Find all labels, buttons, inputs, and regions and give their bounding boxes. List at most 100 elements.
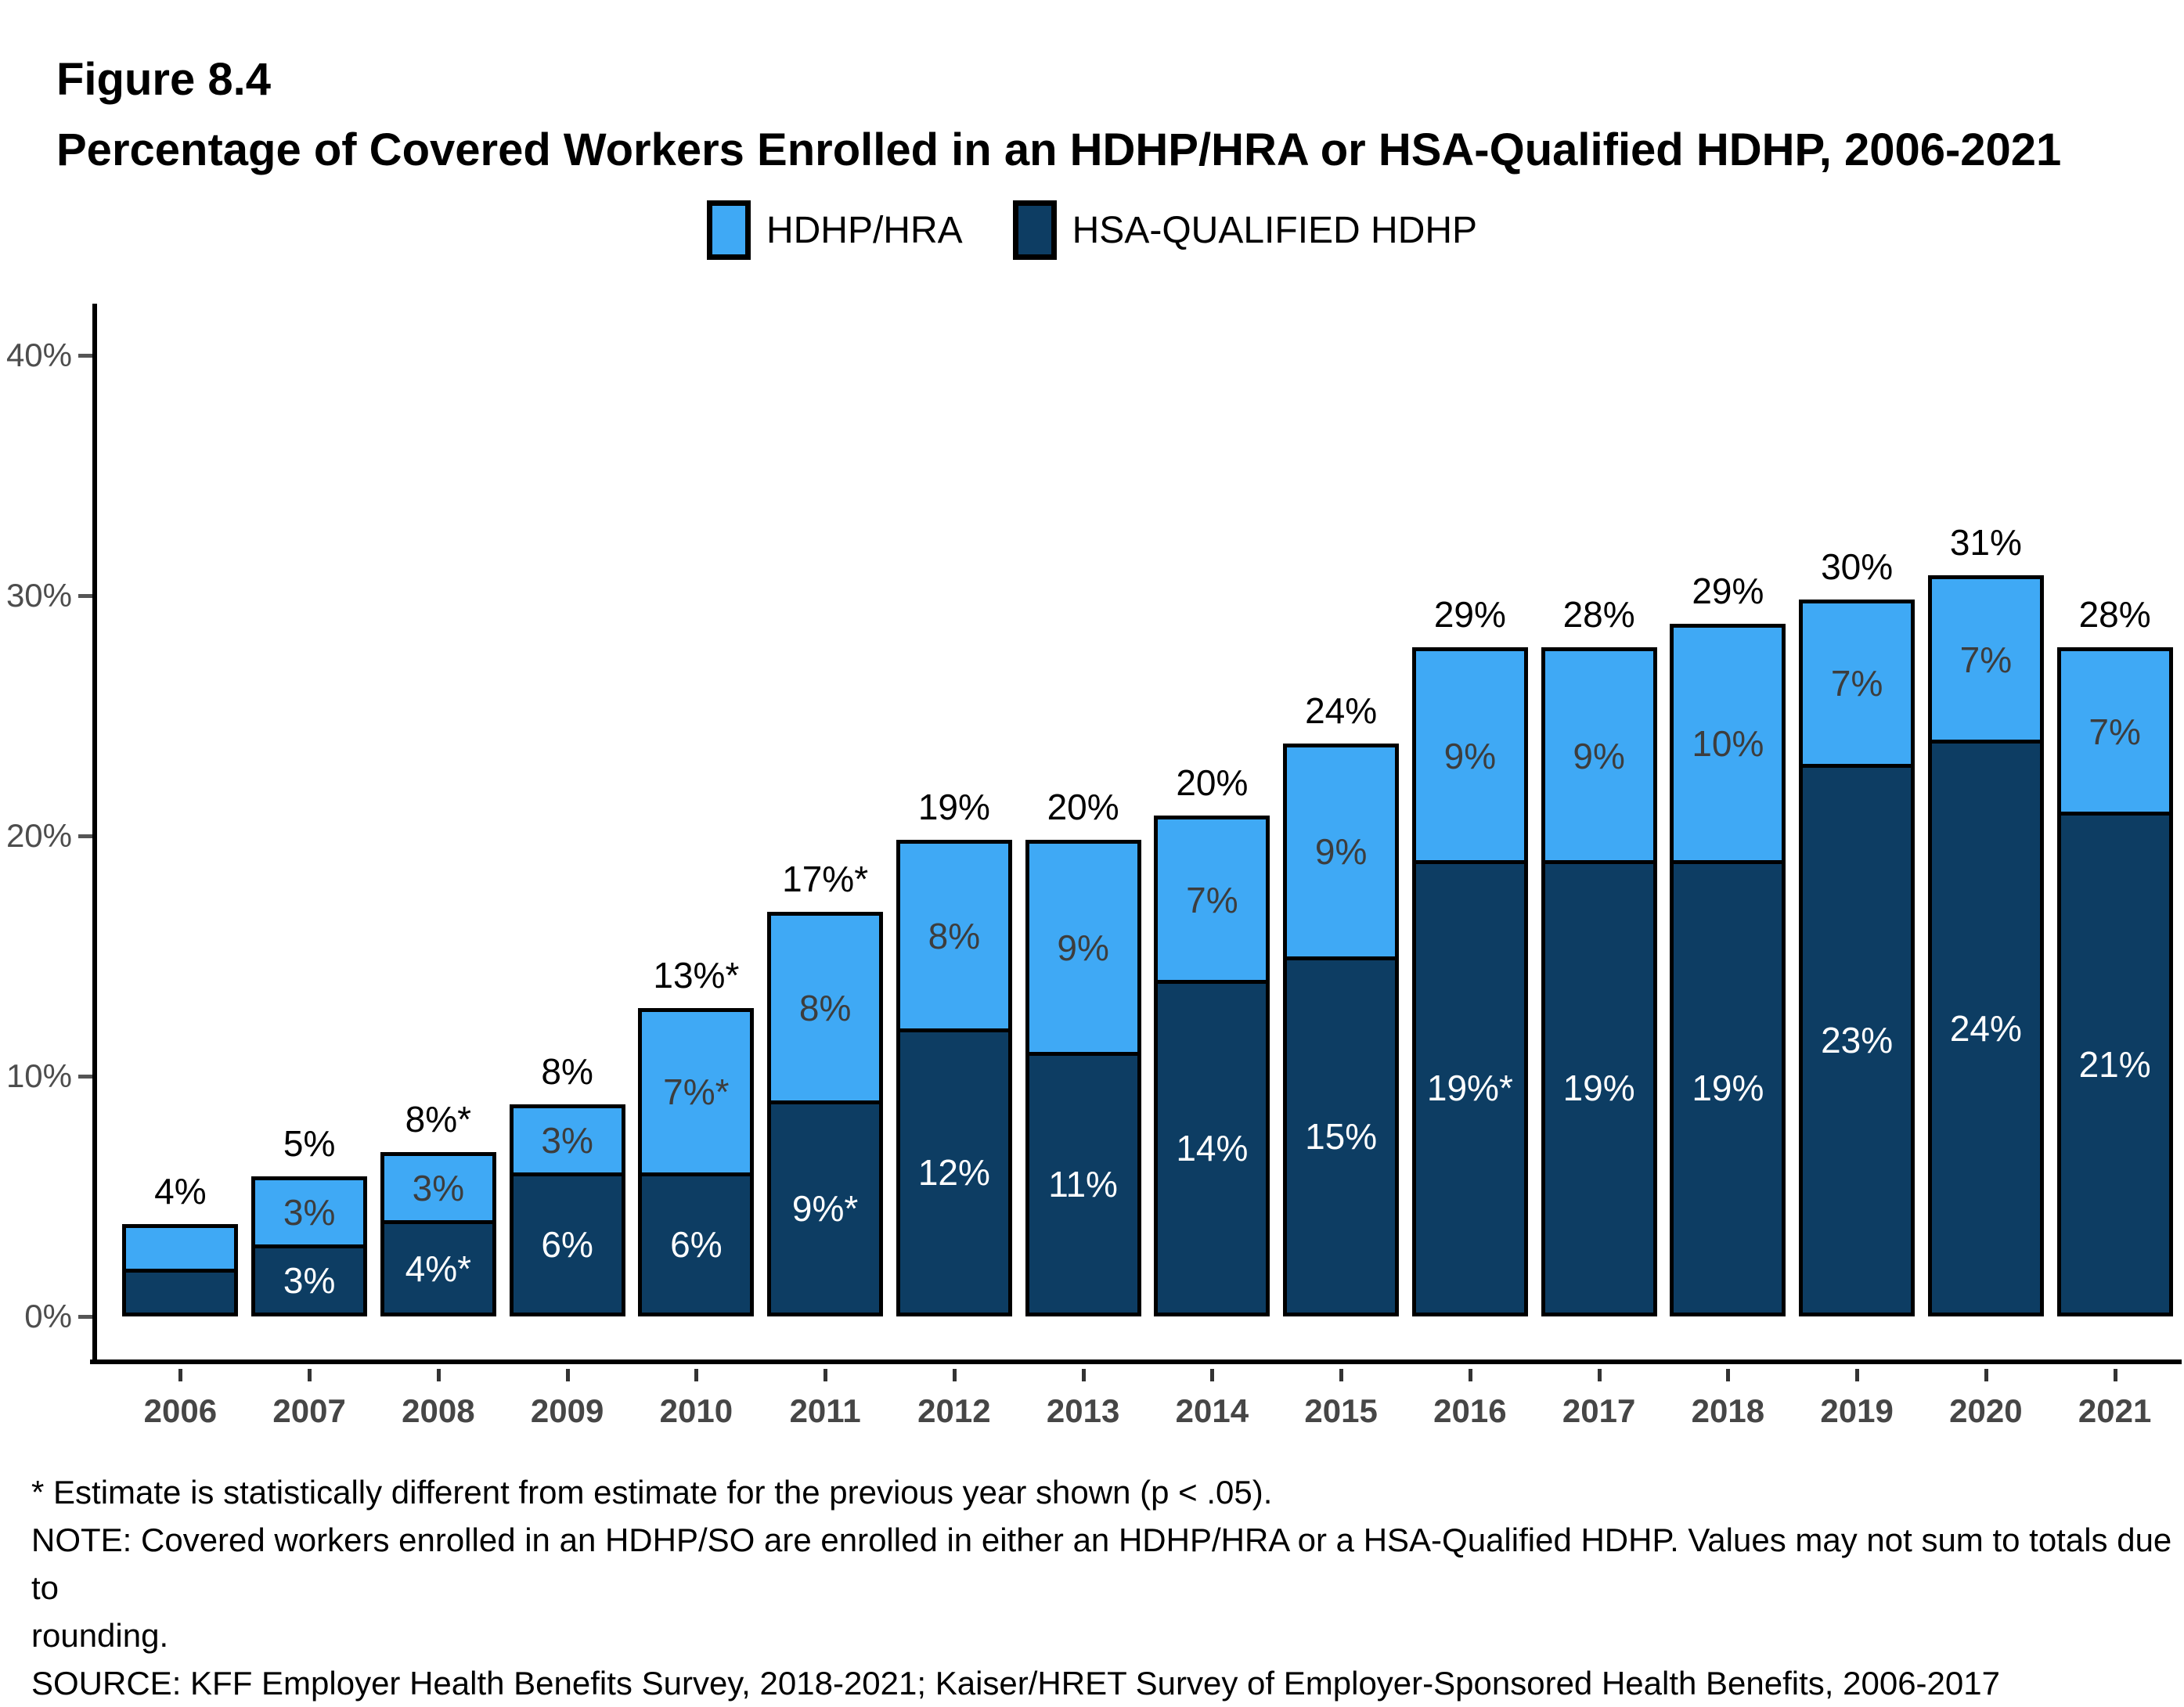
bar-total-label: 28% [2078, 594, 2151, 636]
bar-total-label: 5% [283, 1122, 336, 1164]
hdhp-hra-segment: 9% [1283, 744, 1400, 960]
stacked-bar: 8% 12% [896, 840, 1012, 1316]
legend: HDHP/HRA HSA-QUALIFIED HDHP [0, 200, 2184, 260]
bar-column-2016: 29% 9% 19%* 2016 [1406, 304, 1535, 1429]
hsa-qualified-segment: 19% [1541, 859, 1657, 1316]
hsa-qualified-segment-label: 4%* [405, 1248, 472, 1289]
hsa-qualified-segment: 6% [509, 1172, 625, 1316]
hsa-qualified-segment: 4%* [380, 1220, 496, 1316]
bar-column-2012: 19% 8% 12% 2012 [890, 304, 1019, 1429]
hdhp-hra-segment-label: 3% [541, 1119, 593, 1161]
bar-column-2021: 28% 7% 21% 2021 [2050, 304, 2179, 1429]
hsa-qualified-segment [122, 1268, 239, 1316]
year-label: 2020 [1949, 1392, 2023, 1429]
x-axis-tick [565, 1369, 570, 1381]
hsa-qualified-segment: 3% [251, 1244, 368, 1316]
legend-label-hdhp-hra: HDHP/HRA [766, 209, 963, 251]
stacked-bar: 3% 3% [251, 1176, 368, 1316]
stacked-bar: 9% 19% [1541, 647, 1657, 1316]
hdhp-hra-segment: 9% [1411, 647, 1528, 864]
bar-total-label: 29% [1692, 570, 1764, 611]
hdhp-hra-segment-label: 3% [283, 1191, 336, 1233]
hdhp-hra-segment: 9% [1025, 840, 1141, 1057]
year-label: 2019 [1820, 1392, 1894, 1429]
hsa-qualified-segment-label: 15% [1305, 1115, 1378, 1157]
bar-column-2007: 5% 3% 3% 2007 [245, 304, 374, 1429]
bar-columns: 4% 2006 5% 3% 3% 2007 8%* 3% [97, 304, 2179, 1429]
hdhp-hra-segment-label: 8% [798, 987, 852, 1028]
bar-total-label: 20% [1176, 762, 1249, 804]
bar-column-2010: 13%* 7%* 6% 2010 [632, 304, 761, 1429]
x-axis-tick [1597, 1369, 1602, 1381]
stacked-bar: 9% 11% [1025, 840, 1141, 1316]
hsa-qualified-segment: 23% [1799, 763, 1916, 1316]
hdhp-hra-segment: 7% [1799, 600, 1916, 768]
figure-number: Figure 8.4 [56, 54, 271, 105]
y-tick-30% [78, 594, 92, 598]
stacked-bar: 7% 23% [1799, 600, 1916, 1316]
y-tick-label-10%: 10% [5, 1057, 72, 1094]
bar-column-2020: 31% 7% 24% 2020 [1922, 304, 2051, 1429]
hsa-qualified-segment-label: 11% [1048, 1164, 1118, 1205]
bar-total-label: 17%* [782, 859, 869, 900]
stacked-bar: 7% 14% [1154, 816, 1270, 1316]
hdhp-hra-segment: 10% [1670, 623, 1786, 864]
bar-total-label: 13%* [653, 954, 740, 996]
hsa-qualified-segment: 15% [1283, 956, 1400, 1316]
year-label: 2007 [272, 1392, 346, 1429]
hdhp-hra-segment: 7% [2056, 647, 2173, 816]
bar-column-2009: 8% 3% 6% 2009 [503, 304, 632, 1429]
hdhp-hra-segment-label: 8% [928, 915, 981, 956]
hdhp-hra-segment-label: 7% [1959, 639, 2013, 680]
bar-total-label: 30% [1821, 546, 1894, 587]
hsa-qualified-segment: 14% [1154, 980, 1270, 1316]
hsa-qualified-segment-label: 6% [670, 1223, 723, 1265]
bar-total-label: 8% [541, 1050, 593, 1092]
y-tick-label-0%: 0% [24, 1298, 72, 1334]
hsa-qualified-segment-label: 12% [917, 1151, 990, 1193]
hdhp-hra-segment: 8% [767, 912, 884, 1104]
year-label: 2015 [1304, 1392, 1378, 1429]
y-tick-label-30%: 30% [5, 577, 72, 614]
hsa-qualified-segment-label: 19% [1562, 1068, 1635, 1109]
stacked-bar: 7%* 6% [638, 1007, 755, 1316]
x-axis-tick [952, 1369, 957, 1381]
hsa-qualified-segment-label: 23% [1821, 1019, 1894, 1061]
x-axis-tick [1726, 1369, 1731, 1381]
stacked-bar: 9% 19%* [1411, 647, 1528, 1316]
y-tick-10% [78, 1075, 92, 1079]
hsa-qualified-segment-label: 6% [541, 1223, 593, 1265]
x-axis-tick [1339, 1369, 1344, 1381]
footnote-asterisk: * Estimate is statistically different fr… [31, 1474, 1273, 1511]
x-axis-tick [824, 1369, 828, 1381]
y-tick-0% [78, 1315, 92, 1319]
stacked-bar: 9% 15% [1283, 744, 1400, 1316]
hdhp-hra-segment: 3% [380, 1152, 496, 1225]
footnote-note-line2: rounding. [31, 1617, 169, 1654]
bar-total-label: 28% [1562, 594, 1635, 636]
y-axis-line [92, 304, 97, 1364]
bar-total-label: 8%* [405, 1099, 472, 1140]
x-axis-tick [2113, 1369, 2117, 1381]
hdhp-hra-segment-label: 7% [2088, 711, 2141, 752]
y-tick-40% [78, 354, 92, 358]
legend-item-hdhp-hra: HDHP/HRA [706, 200, 963, 260]
y-tick-label-20%: 20% [5, 817, 72, 854]
x-axis-tick [694, 1369, 699, 1381]
hdhp-hra-segment-label: 9% [1573, 735, 1625, 776]
hdhp-hra-segment-label: 3% [412, 1168, 465, 1209]
hsa-qualified-segment: 19% [1670, 859, 1786, 1316]
stacked-bar: 10% 19% [1670, 623, 1786, 1316]
hdhp-hra-segment-label: 7% [1830, 663, 1883, 704]
hsa-qualified-segment-label: 3% [283, 1259, 336, 1301]
hsa-qualified-segment: 21% [2056, 812, 2173, 1316]
footnote-note-line1: NOTE: Covered workers enrolled in an HDH… [31, 1522, 2172, 1606]
year-label: 2009 [530, 1392, 604, 1429]
bar-column-2014: 20% 7% 14% 2014 [1148, 304, 1277, 1429]
bar-column-2011: 17%* 8% 9%* 2011 [761, 304, 890, 1429]
x-axis-tick [1855, 1369, 1860, 1381]
year-label: 2006 [143, 1392, 218, 1429]
legend-label-hsa-qualified: HSA-QUALIFIED HDHP [1072, 209, 1478, 251]
stacked-bar: 3% 4%* [380, 1152, 496, 1316]
x-axis-tick [1210, 1369, 1215, 1381]
